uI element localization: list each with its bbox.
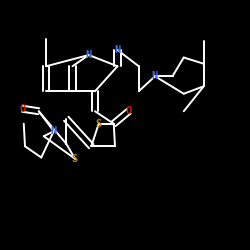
Text: N: N bbox=[86, 50, 92, 60]
Text: N: N bbox=[50, 126, 57, 136]
Text: O: O bbox=[126, 106, 132, 116]
Text: N: N bbox=[152, 71, 158, 81]
Text: S: S bbox=[72, 154, 78, 164]
Text: O: O bbox=[20, 104, 26, 114]
Text: N: N bbox=[114, 45, 120, 55]
Text: S: S bbox=[96, 119, 102, 129]
